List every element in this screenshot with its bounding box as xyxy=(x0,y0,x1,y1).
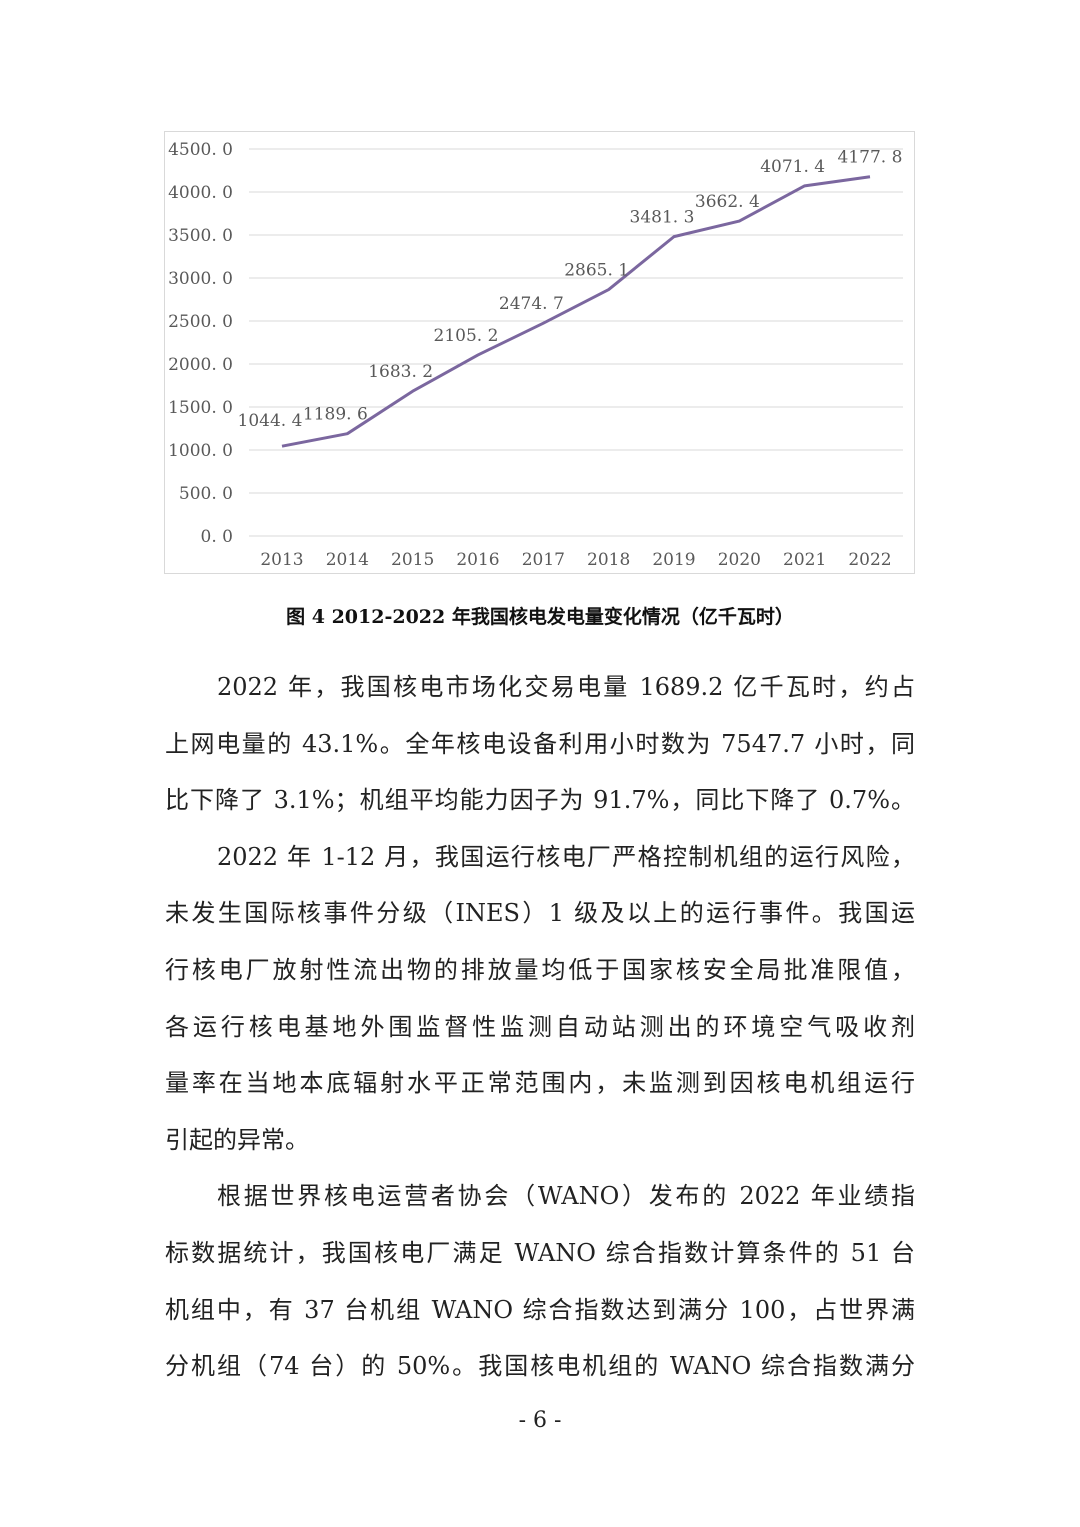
text-line: 分机组（74 台）的 50%。我国核电机组的 WANO 综合指数满分 xyxy=(165,1352,915,1381)
y-tick-label: 3000. 0 xyxy=(168,269,233,289)
text-line: 量率在当地本底辐射水平正常范围内，未监测到因核电机组运行 xyxy=(165,1069,915,1098)
x-tick-label: 2015 xyxy=(391,550,434,570)
text-line: 各运行核电基地外围监督性监测自动站测出的环境空气吸收剂 xyxy=(165,1012,915,1041)
text-line: 2022 年，我国核电市场化交易电量 1689.2 亿千瓦时，约占 xyxy=(217,673,915,701)
y-tick-label: 3500. 0 xyxy=(168,226,233,246)
data-label: 1189. 6 xyxy=(303,405,368,425)
data-label: 4071. 4 xyxy=(760,157,825,177)
x-tick-label: 2021 xyxy=(783,550,826,570)
text-line: 比下降了 3.1%；机组平均能力因子为 91.7%，同比下降了 0.7%。 xyxy=(165,786,915,815)
y-tick-label: 0. 0 xyxy=(201,527,233,547)
x-tick-label: 2017 xyxy=(522,550,565,570)
data-label: 2105. 2 xyxy=(434,326,499,346)
text-line: 未发生国际核事件分级（INES）1 级及以上的运行事件。我国运 xyxy=(165,899,915,928)
chart-frame: 0. 0 500. 0 1000. 0 1500. 0 2000. 0 2500. 0 30… xyxy=(164,131,915,574)
line-chart: 0. 0 500. 0 1000. 0 1500. 0 2000. 0 2500. 0 30… xyxy=(168,140,903,570)
text-line: 行核电厂放射性流出物的排放量均低于国家核安全局批准限值， xyxy=(165,956,915,984)
data-label: 3481. 3 xyxy=(630,208,695,228)
data-label: 1044. 4 xyxy=(238,411,303,431)
x-tick-label: 2019 xyxy=(652,550,695,570)
y-tick-label: 1500. 0 xyxy=(168,398,233,418)
data-label: 2865. 1 xyxy=(564,261,629,281)
x-tick-label: 2020 xyxy=(718,550,761,570)
series-line xyxy=(281,175,871,448)
x-tick-label: 2022 xyxy=(848,550,891,570)
text-line: 上网电量的 43.1%。全年核电设备利用小时数为 7547.7 小时，同 xyxy=(165,729,915,758)
y-tick-label: 1000. 0 xyxy=(168,441,233,461)
y-tick-label: 4000. 0 xyxy=(168,183,233,203)
text-line: 引起的异常。 xyxy=(165,1125,309,1154)
text-line: 标数据统计，我国核电厂满足 WANO 综合指数计算条件的 51 台 xyxy=(165,1239,915,1267)
data-label: 2474. 7 xyxy=(499,294,564,314)
y-tick-label: 2000. 0 xyxy=(168,355,233,375)
y-tick-label: 4500. 0 xyxy=(168,140,233,160)
data-label: 4177. 8 xyxy=(838,148,903,168)
text-line: 机组中，有 37 台机组 WANO 综合指数达到满分 100，占世界满 xyxy=(165,1295,915,1324)
x-tick-label: 2018 xyxy=(587,550,630,570)
figure-caption: 图 4 2012-2022 年我国核电发电量变化情况（亿千瓦时） xyxy=(286,606,794,628)
text-line: 根据世界核电运营者协会（WANO）发布的 2022 年业绩指 xyxy=(217,1182,915,1211)
data-label: 1683. 2 xyxy=(368,362,433,382)
data-label: 3662. 4 xyxy=(695,192,760,212)
x-tick-label: 2014 xyxy=(326,550,369,570)
x-tick-label: 2016 xyxy=(456,550,499,570)
y-tick-label: 500. 0 xyxy=(179,484,233,504)
x-tick-label: 2013 xyxy=(260,550,303,570)
y-tick-label: 2500. 0 xyxy=(168,312,233,332)
page-number: - 6 - xyxy=(518,1408,562,1433)
text-line: 2022 年 1-12 月，我国运行核电厂严格控制机组的运行风险， xyxy=(217,842,915,871)
